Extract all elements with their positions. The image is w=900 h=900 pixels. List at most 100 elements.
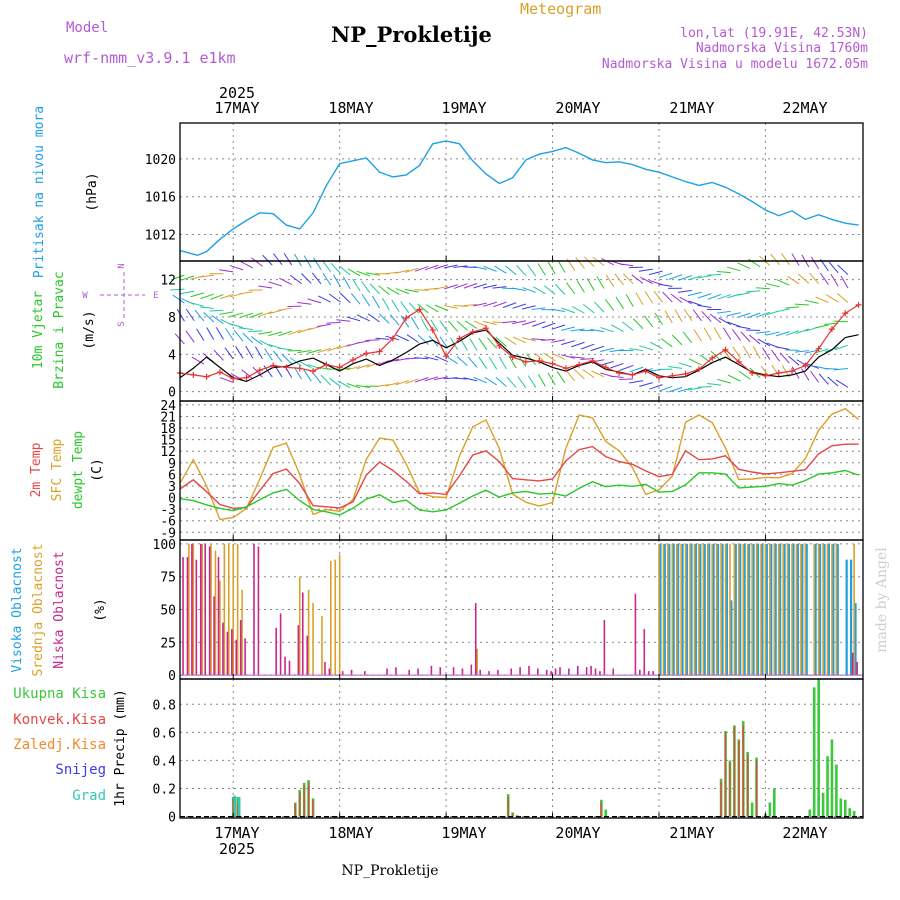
wind-arrow — [815, 296, 829, 303]
cloud-unit-label: (%) — [93, 598, 108, 621]
y-tick-label: -9 — [160, 526, 176, 541]
wind-arrow — [531, 338, 546, 341]
compass-e: E — [153, 291, 158, 301]
wind-arrow — [378, 313, 390, 324]
top-date-21: 21MAY — [669, 99, 714, 117]
wind-arrow — [200, 293, 214, 300]
wind-arrow — [322, 260, 332, 272]
wind-arrow — [791, 253, 800, 266]
tick-label-layer: 10121016102004812-9-6-303691215182124025… — [145, 153, 176, 826]
wind-arrow — [547, 261, 556, 275]
wind-arrow — [245, 345, 254, 359]
wind-arrow — [746, 312, 761, 319]
wind-arrow — [571, 341, 585, 348]
wind-arrow — [203, 312, 215, 323]
model-elevation-label: Nadmorska Visina u modelu 1672.05m — [601, 57, 868, 72]
wind-arrow — [318, 295, 332, 303]
gust-marker — [576, 361, 583, 368]
wind-arrow — [473, 302, 488, 307]
wind-arrow — [259, 340, 273, 348]
wind-arrow — [346, 365, 361, 371]
wind-arrow — [582, 369, 595, 379]
wind-arrow — [483, 265, 497, 272]
wind-arrow — [610, 362, 624, 369]
wind-arrow — [219, 293, 234, 300]
gust-marker — [336, 364, 343, 371]
wind-arrow — [516, 265, 527, 277]
temp-axis-label-2: SFC Temp — [50, 439, 65, 502]
wind-arrow — [565, 369, 576, 382]
wind-arrow — [668, 274, 683, 280]
wind-arrow — [671, 334, 683, 346]
wind-arrow — [664, 310, 673, 324]
gust-marker — [230, 375, 237, 382]
wind-arrow — [736, 292, 751, 296]
wind-arrow — [439, 336, 449, 349]
wind-arrow — [826, 294, 839, 303]
wind-arrow — [395, 334, 410, 342]
wind-arrow — [417, 334, 429, 345]
wind-arrow — [352, 278, 361, 292]
wind-arrow — [355, 384, 370, 388]
wind-arrow — [521, 305, 536, 310]
wind-arrow — [492, 286, 507, 289]
wind-arrow — [615, 296, 624, 309]
gust-marker — [749, 370, 756, 376]
wind-arrow — [506, 376, 517, 388]
elevation-label: Nadmorska Visina 1760m — [695, 41, 868, 56]
wind-arrow — [649, 384, 663, 390]
wind-arrow — [837, 264, 849, 275]
wind-arrow — [250, 336, 263, 346]
wind-arrow — [819, 272, 829, 285]
gust-marker — [310, 368, 317, 375]
wind-arrow — [683, 308, 693, 322]
wind-arrow — [443, 304, 458, 309]
gust-marker — [802, 362, 809, 369]
wind-arrow — [541, 338, 556, 341]
wind-arrow — [635, 292, 644, 305]
wind-arrow — [181, 388, 195, 391]
wind-arrow — [600, 347, 614, 353]
wind-arrow — [701, 311, 712, 322]
wind-arrow — [653, 290, 663, 303]
line-layer — [177, 140, 862, 521]
wind-arrow — [810, 256, 820, 270]
wind-arrow — [709, 313, 722, 324]
wind-arrow — [288, 329, 302, 336]
wind-arrow — [623, 273, 634, 285]
wind-arrow — [726, 312, 741, 317]
wind-arrow — [638, 268, 653, 272]
sfc-temp-line — [179, 407, 860, 521]
wind-arrow — [643, 315, 654, 328]
wind-arrow — [756, 311, 771, 318]
panel-frame — [179, 122, 864, 262]
precip-unit-label: 1hr Precip (mm) — [113, 689, 128, 806]
wind-arrow — [484, 376, 497, 386]
wind-arrow — [814, 324, 829, 329]
gust-marker — [323, 361, 330, 368]
wind-arrow — [176, 308, 185, 322]
wind-arrow — [718, 317, 732, 326]
wind-arrow — [619, 263, 634, 267]
wind-arrow — [629, 366, 644, 373]
gust-marker — [403, 314, 410, 321]
wind-arrow — [697, 293, 712, 299]
wind-arrow — [531, 307, 546, 311]
wind-arrow — [273, 253, 283, 266]
wind-arrow — [482, 284, 497, 289]
gust-marker — [655, 374, 662, 381]
wind-arrow — [787, 275, 800, 285]
gust-marker — [815, 345, 822, 352]
wind-arrow — [533, 286, 546, 295]
legend-conv-rain: Konvek.Kisa — [13, 712, 106, 728]
wind-arrow — [408, 302, 419, 314]
y-tick-label: 0 — [168, 669, 176, 684]
wind-arrow — [740, 331, 751, 343]
wind-arrow — [805, 362, 819, 369]
bottom-year-label: 2025 — [219, 840, 255, 858]
wind-arrow — [504, 336, 517, 346]
gust-marker — [509, 354, 516, 361]
wind-arrow — [610, 324, 624, 332]
wind-arrow — [512, 287, 527, 292]
pressure-unit-label: (hPa) — [85, 172, 100, 211]
